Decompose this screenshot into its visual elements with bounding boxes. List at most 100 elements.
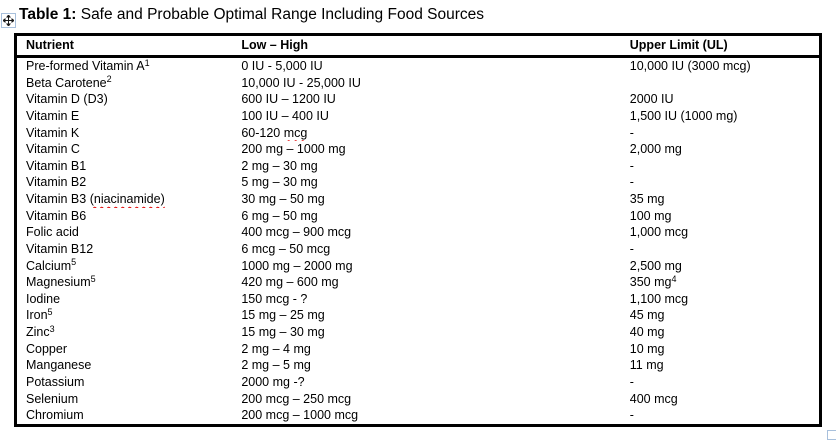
- cell-text: 2000 mg -?: [241, 374, 305, 389]
- upper-limit-cell: 45 mg: [630, 307, 821, 324]
- header-row: Nutrient Low – High Upper Limit (UL): [15, 34, 821, 58]
- cell-text: 5 mg – 30 mg: [241, 175, 318, 190]
- cell-text: 3: [49, 324, 55, 334]
- table-row: Magnesium5 420 mg – 600 mg 350 mg4: [16, 274, 821, 291]
- cell-text: 15 mg – 25 mg: [241, 308, 325, 323]
- table-row: Folic acid 400 mcg – 900 mcg 1,000 mcg: [16, 224, 821, 241]
- cell-text: 400 mcg: [629, 391, 678, 406]
- cell-text: 2 mg – 5 mg: [241, 358, 311, 373]
- range-cell: 2 mg – 5 mg: [241, 357, 629, 374]
- cell-text: 35 mg: [629, 192, 665, 207]
- cell-text: Vitamin B6: [26, 208, 87, 223]
- range-cell: 2 mg – 30 mg: [241, 158, 629, 175]
- cell-text: 10,000 IU (3000 mcg): [629, 59, 751, 74]
- range-cell: 200 mcg – 1000 mcg: [241, 407, 629, 425]
- cell-text: Vitamin B1: [26, 158, 87, 173]
- cell-text: Calcium: [26, 258, 72, 273]
- cell-text: -: [629, 158, 634, 173]
- upper-limit-cell: 10,000 IU (3000 mcg): [630, 57, 821, 75]
- cell-text: 100 mg: [629, 208, 672, 223]
- table-row: Iron5 15 mg – 25 mg 45 mg: [16, 307, 821, 324]
- range-cell: 150 mcg - ?: [241, 291, 629, 308]
- cell-text: 2 mg – 30 mg: [241, 158, 318, 173]
- table-row: Vitamin K 60-120 mcg -: [16, 125, 821, 142]
- nutrient-cell: Vitamin C: [16, 141, 242, 158]
- nutrient-cell: Manganese: [16, 357, 242, 374]
- table-header: Nutrient Low – High Upper Limit (UL): [15, 34, 821, 58]
- cell-text: 5: [90, 274, 96, 284]
- nutrient-cell: Calcium5: [16, 258, 242, 275]
- range-cell: 15 mg – 30 mg: [241, 324, 629, 341]
- table-move-handle[interactable]: [1, 13, 16, 28]
- cell-text: 5: [71, 257, 77, 268]
- cell-text: 10,000 IU - 25,000 IU: [241, 75, 361, 90]
- upper-limit-cell: -: [630, 407, 821, 425]
- range-cell: 15 mg – 25 mg: [241, 307, 629, 324]
- table-body: Pre-formed Vitamin A1 0 IU - 5,000 IU 10…: [16, 57, 821, 426]
- cell-text: -: [629, 408, 634, 423]
- range-cell: 2 mg – 4 mg: [241, 341, 629, 358]
- range-cell: 60-120 mcg: [241, 125, 629, 142]
- cell-text: -: [629, 175, 634, 190]
- upper-limit-cell: 2,500 mg: [630, 258, 821, 275]
- cell-text: Folic acid: [26, 225, 79, 240]
- range-cell: 10,000 IU - 25,000 IU: [241, 75, 629, 92]
- cell-text: 45 mg: [629, 308, 665, 323]
- move-arrows-icon: [3, 15, 14, 26]
- cell-text: Iodine: [26, 291, 61, 306]
- cell-text: 150 mcg - ?: [241, 291, 308, 306]
- cell-text: Vitamin B12: [26, 241, 94, 256]
- cell-text: -: [629, 241, 634, 256]
- table-row: Chromium 200 mcg – 1000 mcg -: [16, 407, 821, 425]
- upper-limit-cell: -: [630, 174, 821, 191]
- nutrient-range-table: Nutrient Low – High Upper Limit (UL) Pre…: [14, 33, 822, 427]
- range-cell: 30 mg – 50 mg: [241, 191, 629, 208]
- range-cell: 2000 mg -?: [241, 374, 629, 391]
- table-row: Vitamin B12 6 mcg – 50 mcg -: [16, 241, 821, 258]
- cell-text: Selenium: [26, 391, 79, 406]
- nutrient-cell: Iodine: [16, 291, 242, 308]
- upper-limit-cell: 1,500 IU (1000 mg): [630, 108, 821, 125]
- cell-text: 4: [671, 274, 677, 284]
- range-cell: 400 mcg – 900 mcg: [241, 224, 629, 241]
- cell-text: 600 IU – 1200 IU: [241, 92, 336, 107]
- table-row: Selenium 200 mcg – 250 mcg 400 mcg: [16, 391, 821, 408]
- nutrient-cell: Vitamin B1: [16, 158, 242, 175]
- cell-text: 6 mg – 50 mg: [241, 208, 318, 223]
- cell-text: Manganese: [26, 358, 92, 373]
- cell-text: Vitamin D (D3): [26, 92, 108, 107]
- cell-text: 200 mcg – 250 mcg: [241, 391, 352, 406]
- upper-limit-cell: -: [630, 125, 821, 142]
- table-row: Beta Carotene2 10,000 IU - 25,000 IU: [16, 75, 821, 92]
- cell-text: (niacinamide): [89, 192, 165, 207]
- table-row: Vitamin C 200 mg – 1000 mg 2,000 mg: [16, 141, 821, 158]
- nutrient-cell: Vitamin D (D3): [16, 91, 242, 108]
- upper-limit-cell: 40 mg: [630, 324, 821, 341]
- cell-text: 60-120: [241, 125, 284, 140]
- cell-text: 200 mg – 1000 mg: [241, 142, 346, 157]
- table-row: Copper 2 mg – 4 mg 10 mg: [16, 341, 821, 358]
- cell-text: 5: [47, 307, 53, 318]
- cell-text: 15 mg – 30 mg: [241, 325, 325, 340]
- cell-text: Chromium: [26, 408, 84, 423]
- table-resize-handle[interactable]: [827, 430, 836, 440]
- nutrient-cell: Zinc3: [16, 324, 242, 341]
- table-row: Pre-formed Vitamin A1 0 IU - 5,000 IU 10…: [16, 57, 821, 75]
- header-upper-limit: Upper Limit (UL): [629, 34, 821, 58]
- cell-text: 420 mg – 600 mg: [241, 275, 339, 290]
- upper-limit-cell: 1,000 mcg: [630, 224, 821, 241]
- table-caption-label: Table 1:: [19, 6, 77, 23]
- table-row: Vitamin E 100 IU – 400 IU 1,500 IU (1000…: [16, 108, 821, 125]
- nutrient-cell: Iron5: [16, 307, 242, 324]
- range-cell: 420 mg – 600 mg: [241, 274, 629, 291]
- cell-text: Potassium: [26, 374, 85, 389]
- range-cell: 600 IU – 1200 IU: [241, 91, 629, 108]
- table-row: Calcium5 1000 mg – 2000 mg 2,500 mg: [16, 258, 821, 275]
- cell-text: 30 mg – 50 mg: [241, 192, 325, 207]
- nutrient-cell: Beta Carotene2: [16, 75, 242, 92]
- cell-text: 10 mg: [629, 341, 665, 356]
- upper-limit-cell: 2000 IU: [630, 91, 821, 108]
- cell-text: -: [629, 125, 634, 140]
- table-caption: Table 1: Safe and Probable Optimal Range…: [19, 5, 484, 25]
